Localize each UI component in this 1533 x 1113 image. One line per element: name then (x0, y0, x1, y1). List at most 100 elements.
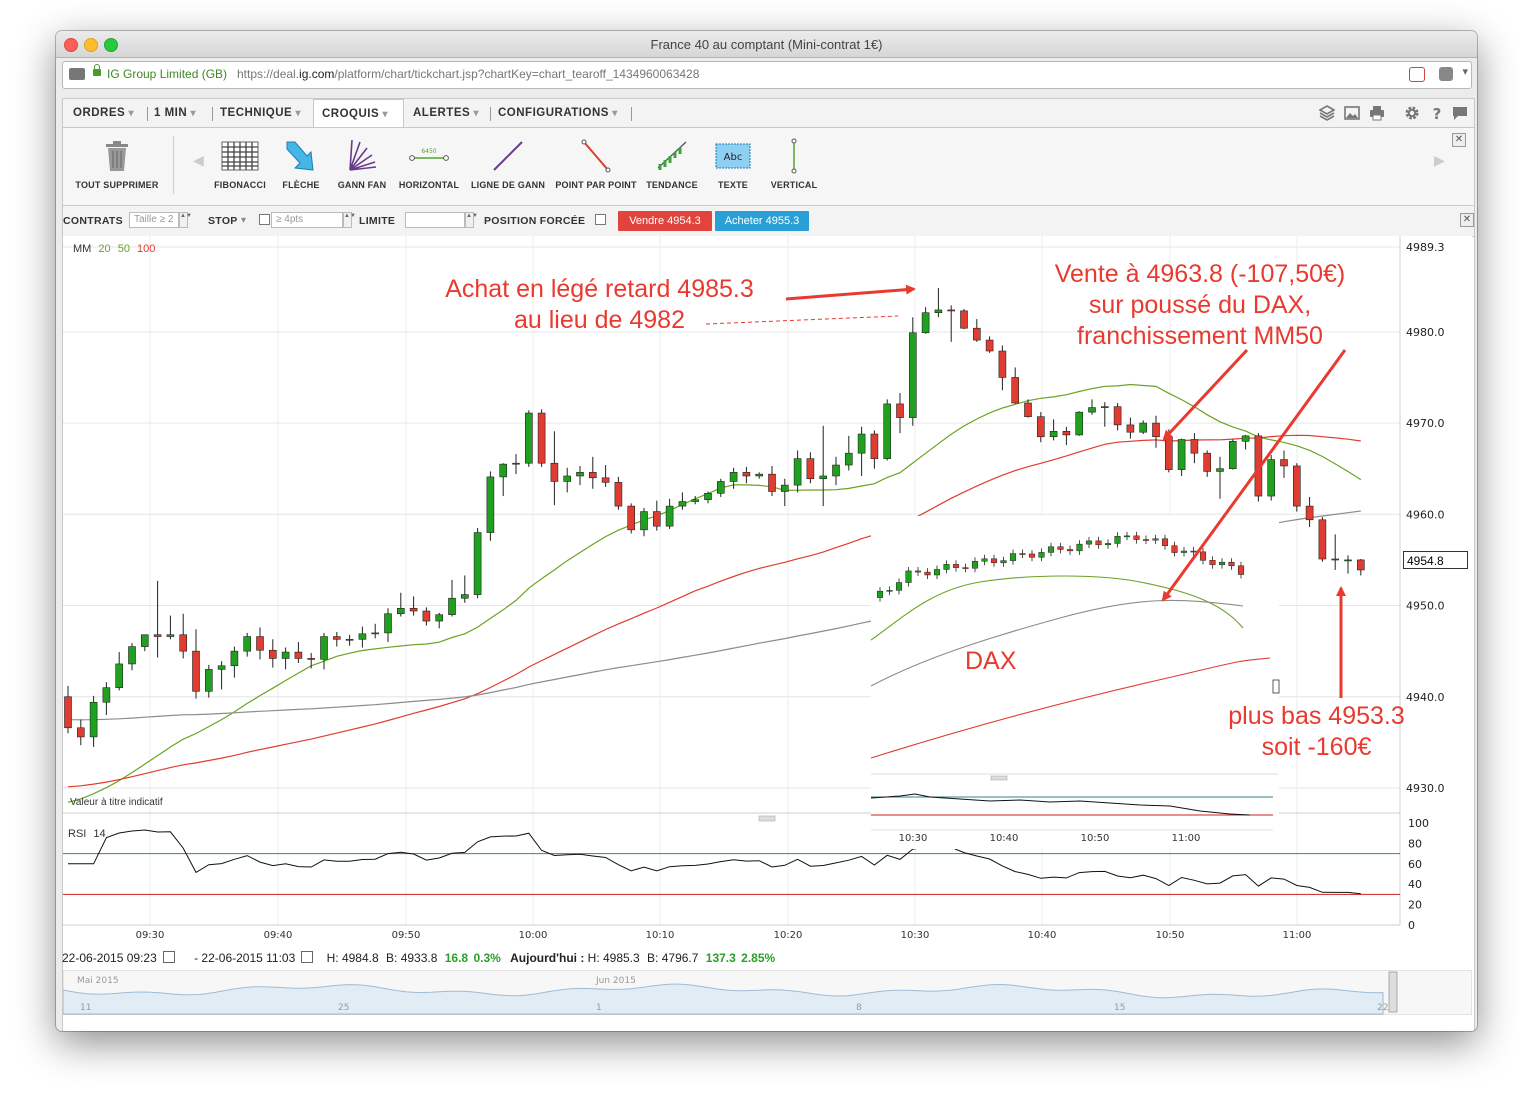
navigator[interactable]: Mai 2015 Jun 2015 11 25 1 8 15 22 (63, 970, 1472, 1015)
pocket-icon[interactable] (1409, 67, 1425, 82)
extension-icon[interactable] (1439, 67, 1453, 81)
point-to-point-icon[interactable] (576, 138, 616, 174)
image-icon[interactable] (1344, 105, 1360, 121)
inset-x-tick: 10:50 (1081, 833, 1110, 844)
candle-body (627, 505, 636, 531)
inset-candle (1000, 560, 1007, 564)
candle-body (1318, 519, 1327, 560)
sell-annotation-line1: Vente à 4963.8 (-107,50€) (1054, 260, 1346, 288)
x-tick-label: 10:50 (1156, 930, 1185, 941)
candle-body (409, 607, 418, 612)
candle-body (908, 332, 917, 418)
sell-button[interactable]: Vendre 4954.3 (618, 211, 712, 231)
tool-fibonacci[interactable]: FIBONACCI (214, 180, 266, 190)
ma50-label: 50 (117, 243, 130, 255)
buy-annotation[interactable]: Achat en légé retard 4985.3 au lieu de 4… (432, 274, 767, 336)
today-low: B: 4796.7 (647, 951, 699, 965)
inset-candle (1057, 546, 1064, 550)
fibonacci-icon[interactable] (220, 138, 260, 174)
calendar-icon[interactable] (162, 951, 175, 963)
tool-gann-fan[interactable]: GANN FAN (337, 180, 387, 190)
url-text[interactable]: https://deal.ig.com/platform/chart/tickc… (237, 67, 699, 81)
close-orderbar-icon[interactable]: ✕ (1460, 213, 1474, 227)
candle-body (1024, 402, 1032, 417)
tool-point-par-point[interactable]: POINT PAR POINT (555, 180, 637, 190)
sell-annotation[interactable]: Vente à 4963.8 (-107,50€) sur poussé du … (1040, 259, 1360, 352)
y-tick-label: 4960.0 (1406, 508, 1445, 521)
candle-body (1241, 435, 1250, 442)
candle-body (614, 482, 623, 507)
gann-fan-icon[interactable] (342, 138, 382, 174)
limit-input[interactable] (405, 212, 465, 228)
text-icon[interactable]: Abc (713, 138, 753, 174)
help-icon[interactable]: ? (1429, 105, 1445, 121)
inset-candle (1199, 551, 1207, 561)
menu-configurations[interactable]: CONFIGURATIONS (498, 107, 618, 119)
layers-icon[interactable] (1319, 105, 1335, 121)
candle-body (486, 476, 495, 533)
forced-position-checkbox[interactable] (595, 214, 606, 225)
scroll-right-icon[interactable]: ▶ (1434, 152, 1445, 168)
arrow-icon[interactable] (281, 138, 321, 174)
candle-body (1011, 377, 1020, 404)
contracts-stepper[interactable]: ▲▼ (179, 212, 192, 228)
stop-stepper[interactable]: ▲▼ (343, 212, 356, 228)
x-tick-label: 09:30 (136, 930, 165, 941)
tool-texte[interactable]: TEXTE (717, 180, 748, 190)
zoom-window-button[interactable] (104, 38, 118, 52)
scroll-left-icon[interactable]: ◀ (193, 152, 204, 168)
close-toolbar-icon[interactable]: ✕ (1452, 133, 1466, 147)
trend-icon[interactable] (652, 138, 692, 174)
vertical-line-icon[interactable] (774, 138, 814, 174)
chevron-down-icon[interactable]: ▾ (1462, 66, 1468, 78)
order-bar: CONTRATS Taille ≥ 2 ▲▼ STOP ▾ ≥ 4pts ▲▼ … (63, 206, 1474, 237)
menu-alertes[interactable]: ALERTES (413, 107, 479, 119)
chat-icon[interactable] (1452, 105, 1468, 121)
tool-ligne-de-gann[interactable]: LIGNE DE GANN (470, 180, 546, 190)
buy-button[interactable]: Acheter 4955.3 (715, 211, 809, 231)
menu-croquis[interactable]: CROQUIS (313, 99, 404, 127)
stop-dropdown-icon[interactable]: ▾ (241, 215, 247, 226)
close-window-button[interactable] (64, 38, 78, 52)
rsi-tick-label: 60 (1408, 858, 1422, 871)
minimize-window-button[interactable] (84, 38, 98, 52)
tool-tendance[interactable]: TENDANCE (646, 180, 698, 190)
print-icon[interactable] (1369, 105, 1385, 121)
tool-vertical[interactable]: VERTICAL (770, 180, 818, 190)
tool-fleche[interactable]: FLÈCHE (282, 180, 320, 190)
limit-stepper[interactable]: ▲▼ (465, 212, 478, 228)
contracts-input[interactable]: Taille ≥ 2 (129, 212, 179, 228)
candle-body (77, 727, 85, 738)
site-identity[interactable]: IG Group Limited (GB) (107, 67, 228, 81)
delete-all-label[interactable]: TOUT SUPPRIMER (75, 180, 159, 190)
menu-1min[interactable]: 1 MIN (154, 107, 196, 119)
candle-body (166, 634, 175, 637)
navigator-handle[interactable] (1388, 971, 1398, 1013)
menu-technique[interactable]: TECHNIQUE (220, 107, 301, 119)
candle-body (307, 658, 316, 660)
gann-line-icon[interactable] (488, 138, 528, 174)
gear-icon[interactable] (1404, 105, 1420, 121)
menu-ordres[interactable]: ORDRES (73, 107, 134, 119)
svg-text:?: ? (1433, 105, 1442, 121)
nav-day: 11 (80, 1003, 91, 1013)
low-annotation[interactable]: plus bas 4953.3 soit -160€ (1219, 701, 1414, 763)
tool-horizontal[interactable]: HORIZONTAL (398, 180, 460, 190)
calendar-icon[interactable] (301, 951, 314, 963)
candle-body (1126, 424, 1135, 433)
stop-input[interactable]: ≥ 4pts (271, 212, 343, 228)
address-bar[interactable]: IG Group Limited (GB) https://deal.ig.co… (62, 61, 1472, 89)
candle-body (396, 607, 405, 615)
stop-checkbox[interactable] (259, 214, 270, 225)
candle-body (972, 327, 981, 341)
horizontal-line-icon[interactable]: 6450 (409, 138, 449, 174)
inset-candle (1104, 543, 1112, 546)
trash-icon[interactable] (97, 138, 137, 174)
x-tick-label: 09:50 (392, 930, 421, 941)
inset-ma100 (870, 599, 1244, 687)
inset-candle (1085, 540, 1093, 545)
candle-body (102, 687, 111, 703)
rsi-tick-label: 40 (1408, 878, 1422, 891)
folder-icon[interactable] (69, 68, 85, 80)
